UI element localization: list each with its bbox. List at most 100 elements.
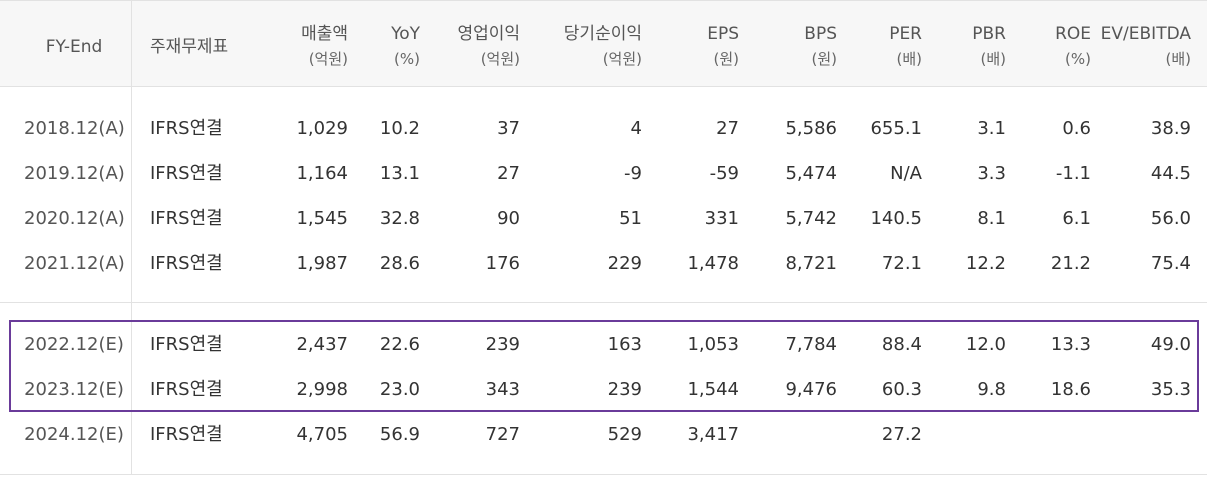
table-cell: IFRS연결: [150, 208, 223, 229]
table-cell: 331: [704, 208, 739, 229]
table-cell: 27: [716, 118, 739, 139]
column-header: BPS: [804, 24, 837, 44]
table-cell: 163: [607, 334, 642, 355]
table-cell: 60.3: [881, 379, 922, 400]
table-cell: 32.8: [379, 208, 420, 229]
column-header: 매출액: [301, 24, 348, 44]
estimate-highlight-box: [9, 320, 1199, 412]
table-cell: 75.4: [1150, 253, 1191, 274]
column-header: YoY: [391, 24, 420, 44]
column-unit: (배): [896, 50, 922, 68]
table-cell: 1,164: [296, 163, 348, 184]
table-cell: IFRS연결: [150, 253, 223, 274]
fiscal-year-cell: 2019.12(A): [24, 163, 125, 184]
table-cell: 27: [497, 163, 520, 184]
table-cell: 90: [497, 208, 520, 229]
divider: [0, 86, 1207, 87]
table-cell: -9: [624, 163, 642, 184]
table-cell: 1,478: [687, 253, 739, 274]
column-header: EV/EBITDA: [1100, 24, 1191, 44]
table-cell: 35.3: [1150, 379, 1191, 400]
column-header: 영업이익: [457, 24, 520, 44]
column-header: PER: [889, 24, 922, 44]
table-cell: 529: [607, 424, 642, 445]
column-header: ROE: [1055, 24, 1091, 44]
table-cell: IFRS연결: [150, 118, 223, 139]
table-cell: 176: [485, 253, 520, 274]
table-cell: 239: [485, 334, 520, 355]
table-cell: 56.0: [1150, 208, 1191, 229]
table-cell: 27.2: [881, 424, 922, 445]
column-unit: (원): [713, 50, 739, 68]
table-cell: 44.5: [1150, 163, 1191, 184]
table-cell: 22.6: [379, 334, 420, 355]
table-header: [0, 0, 1207, 86]
table-cell: 23.0: [379, 379, 420, 400]
table-cell: 7,784: [785, 334, 837, 355]
column-header: FY-End: [45, 37, 103, 57]
table-cell: 3.3: [977, 163, 1006, 184]
table-cell: 10.2: [379, 118, 420, 139]
table-cell: 1,545: [296, 208, 348, 229]
column-header: EPS: [707, 24, 739, 44]
table-cell: 88.4: [881, 334, 922, 355]
table-cell: 3.1: [977, 118, 1006, 139]
divider: [0, 474, 1207, 475]
table-cell: 72.1: [881, 253, 922, 274]
column-unit: (%): [1065, 50, 1091, 68]
table-cell: 9,476: [785, 379, 837, 400]
table-cell: 37: [497, 118, 520, 139]
divider: [0, 0, 1207, 1]
table-cell: 12.0: [965, 334, 1006, 355]
column-header: 주재무제표: [150, 37, 229, 57]
table-cell: 49.0: [1150, 334, 1191, 355]
table-cell: 6.1: [1062, 208, 1091, 229]
table-cell: 229: [607, 253, 642, 274]
table-cell: IFRS연결: [150, 334, 223, 355]
table-cell: 8.1: [977, 208, 1006, 229]
table-cell: 5,474: [785, 163, 837, 184]
table-cell: 4,705: [296, 424, 348, 445]
table-cell: -1.1: [1055, 163, 1091, 184]
table-cell: 51: [619, 208, 642, 229]
table-cell: IFRS연결: [150, 424, 223, 445]
table-cell: 5,586: [785, 118, 837, 139]
table-cell: 0.6: [1062, 118, 1091, 139]
table-cell: 28.6: [379, 253, 420, 274]
column-unit: (배): [1165, 50, 1191, 68]
table-cell: 1,053: [687, 334, 739, 355]
fiscal-year-cell: 2021.12(A): [24, 253, 125, 274]
table-cell: 4: [630, 118, 642, 139]
table-cell: N/A: [890, 163, 922, 184]
table-cell: 1,987: [296, 253, 348, 274]
table-cell: 18.6: [1050, 379, 1091, 400]
table-cell: 5,742: [785, 208, 837, 229]
divider: [0, 302, 1207, 303]
table-cell: 343: [485, 379, 520, 400]
table-cell: 8,721: [785, 253, 837, 274]
table-cell: IFRS연결: [150, 379, 223, 400]
divider: [131, 0, 132, 474]
table-cell: 2,998: [296, 379, 348, 400]
table-cell: 21.2: [1050, 253, 1091, 274]
table-cell: 3,417: [687, 424, 739, 445]
table-cell: 2,437: [296, 334, 348, 355]
table-cell: 727: [485, 424, 520, 445]
column-header: PBR: [972, 24, 1006, 44]
column-unit: (원): [811, 50, 837, 68]
column-unit: (%): [394, 50, 420, 68]
table-cell: 56.9: [379, 424, 420, 445]
table-cell: -59: [709, 163, 739, 184]
table-cell: 1,029: [296, 118, 348, 139]
column-unit: (억원): [480, 50, 520, 68]
fiscal-year-cell: 2020.12(A): [24, 208, 125, 229]
column-header: 당기순이익: [563, 24, 642, 44]
table-cell: 655.1: [870, 118, 922, 139]
table-cell: 13.1: [379, 163, 420, 184]
table-cell: 38.9: [1150, 118, 1191, 139]
table-cell: 12.2: [965, 253, 1006, 274]
column-unit: (억원): [602, 50, 642, 68]
table-cell: 239: [607, 379, 642, 400]
fiscal-year-cell: 2022.12(E): [24, 334, 124, 355]
